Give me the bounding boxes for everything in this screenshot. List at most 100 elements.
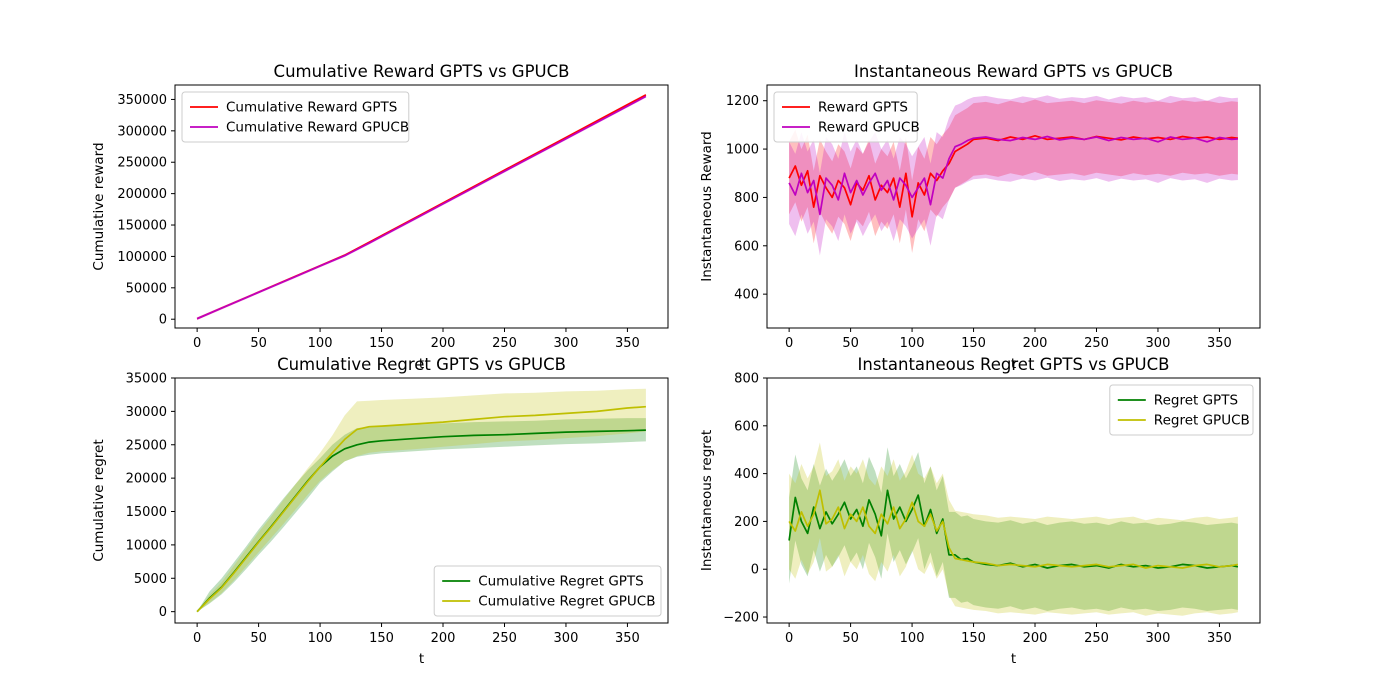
y-axis-label: Instantaneous Reward bbox=[699, 131, 715, 282]
chart-cum_reward: 0 50 100 150 200 250 300 350 0 50000 100000 150000 2… bbox=[91, 62, 669, 372]
legend-box bbox=[181, 91, 410, 143]
y-tick-label: 30000 bbox=[126, 405, 167, 420]
legend-entry: Reward GPUCB bbox=[818, 120, 920, 136]
x-axis-label: t bbox=[1011, 651, 1016, 667]
x-tick-label: 0 bbox=[193, 631, 201, 646]
chart-title: Instantaneous Reward GPTS vs GPUCB bbox=[854, 62, 1173, 81]
y-axis-label: Instantaneous regret bbox=[699, 430, 715, 571]
series-band-0 bbox=[197, 418, 646, 612]
x-tick-label: 50 bbox=[250, 336, 267, 351]
x-tick-label: 350 bbox=[1207, 631, 1232, 646]
y-tick-label: 10000 bbox=[126, 538, 167, 553]
series-band-1 bbox=[789, 442, 1238, 616]
y-tick-label: 600 bbox=[734, 419, 759, 434]
x-tick-label: 50 bbox=[842, 336, 859, 351]
x-tick-label: 50 bbox=[250, 631, 267, 646]
x-tick-label: 200 bbox=[431, 631, 456, 646]
x-tick-label: 350 bbox=[1207, 336, 1232, 351]
y-tick-label: 400 bbox=[734, 288, 759, 303]
x-tick-label: 350 bbox=[615, 336, 640, 351]
y-tick-label: 20000 bbox=[126, 472, 167, 487]
x-tick-label: 0 bbox=[193, 336, 201, 351]
x-tick-label: 250 bbox=[1084, 631, 1109, 646]
legend-entry: Regret GPUCB bbox=[1154, 413, 1250, 429]
legend-entry: Cumulative Reward GPUCB bbox=[226, 120, 409, 136]
x-tick-label: 300 bbox=[1146, 631, 1171, 646]
y-tick-label: 25000 bbox=[126, 438, 167, 453]
x-tick-label: 250 bbox=[492, 631, 517, 646]
x-tick-label: 100 bbox=[900, 336, 925, 351]
legend-box bbox=[1109, 384, 1254, 436]
y-tick-label: 800 bbox=[734, 191, 759, 206]
x-tick-label: 350 bbox=[615, 631, 640, 646]
legend-entry: Cumulative Reward GPTS bbox=[226, 100, 397, 116]
legend: Cumulative Regret GPTS Cumulative Regret … bbox=[433, 565, 662, 617]
y-tick-label: 15000 bbox=[126, 505, 167, 520]
y-tick-label: 200 bbox=[734, 515, 759, 530]
x-tick-label: 0 bbox=[785, 336, 793, 351]
y-tick-label: 0 bbox=[159, 313, 167, 328]
x-tick-label: 250 bbox=[1084, 336, 1109, 351]
x-tick-label: 0 bbox=[785, 631, 793, 646]
y-axis-label: Cumulative regret bbox=[91, 439, 107, 561]
x-tick-label: 150 bbox=[369, 631, 394, 646]
y-tick-label: 0 bbox=[751, 563, 759, 578]
legend: Reward GPTS Reward GPUCB bbox=[773, 91, 920, 143]
legend: Cumulative Reward GPTS Cumulative Reward … bbox=[181, 91, 410, 143]
series-band-0 bbox=[789, 447, 1238, 611]
series-line-1 bbox=[196, 95, 647, 320]
x-tick-label: 250 bbox=[492, 336, 517, 351]
chart-title: Cumulative Regret GPTS vs GPUCB bbox=[277, 355, 566, 374]
legend: Regret GPTS Regret GPUCB bbox=[1109, 384, 1254, 436]
y-tick-label: 35000 bbox=[126, 372, 167, 387]
y-tick-label: 300000 bbox=[117, 124, 167, 139]
x-tick-label: 100 bbox=[900, 631, 925, 646]
x-tick-label: 200 bbox=[1023, 336, 1048, 351]
y-tick-label: 1000 bbox=[726, 143, 759, 158]
legend-entry: Reward GPTS bbox=[818, 100, 908, 116]
y-axis-label: Cumulative reward bbox=[91, 142, 107, 270]
plot-frame bbox=[174, 377, 669, 624]
x-tick-label: 150 bbox=[369, 336, 394, 351]
legend-entry: Cumulative Regret GPTS bbox=[478, 574, 644, 590]
chart-inst_regret: 0 50 100 150 200 250 300 350 −200 0 200 400 600 800 In… bbox=[699, 355, 1261, 667]
x-tick-label: 50 bbox=[842, 631, 859, 646]
legend-box bbox=[773, 91, 918, 143]
y-tick-label: 800 bbox=[734, 372, 759, 387]
plot-frame bbox=[766, 84, 1261, 329]
x-tick-label: 100 bbox=[308, 336, 333, 351]
series-line-1 bbox=[196, 405, 646, 613]
x-tick-label: 300 bbox=[554, 631, 579, 646]
x-tick-label: 150 bbox=[961, 336, 986, 351]
y-tick-label: 150000 bbox=[117, 219, 167, 234]
x-tick-label: 200 bbox=[1023, 631, 1048, 646]
plot-frame bbox=[174, 84, 669, 329]
x-axis-label: t bbox=[419, 356, 424, 372]
legend-box bbox=[433, 565, 662, 617]
x-tick-label: 150 bbox=[961, 631, 986, 646]
y-tick-label: 200000 bbox=[117, 187, 167, 202]
legend-entry: Cumulative Regret GPUCB bbox=[478, 594, 655, 610]
series-line-1 bbox=[788, 135, 1238, 216]
y-tick-label: −200 bbox=[723, 611, 759, 626]
y-tick-label: 400 bbox=[734, 467, 759, 482]
y-tick-label: 0 bbox=[159, 605, 167, 620]
x-tick-label: 300 bbox=[554, 336, 579, 351]
x-tick-label: 100 bbox=[308, 631, 333, 646]
x-tick-label: 300 bbox=[1146, 336, 1171, 351]
y-tick-label: 1200 bbox=[726, 94, 759, 109]
y-tick-label: 50000 bbox=[126, 281, 167, 296]
series-line-1 bbox=[788, 489, 1239, 569]
x-axis-label: t bbox=[1011, 356, 1016, 372]
chart-title: Instantaneous Regret GPTS vs GPUCB bbox=[858, 355, 1170, 374]
y-tick-label: 600 bbox=[734, 239, 759, 254]
plot-frame bbox=[766, 377, 1261, 624]
chart-title: Cumulative Reward GPTS vs GPUCB bbox=[274, 62, 570, 81]
y-tick-label: 5000 bbox=[134, 572, 167, 587]
y-tick-label: 100000 bbox=[117, 250, 167, 265]
x-tick-label: 200 bbox=[431, 336, 456, 351]
series-band-1 bbox=[789, 95, 1238, 256]
x-axis-label: t bbox=[419, 651, 424, 667]
y-tick-label: 350000 bbox=[117, 93, 167, 108]
legend-entry: Regret GPTS bbox=[1154, 393, 1238, 409]
